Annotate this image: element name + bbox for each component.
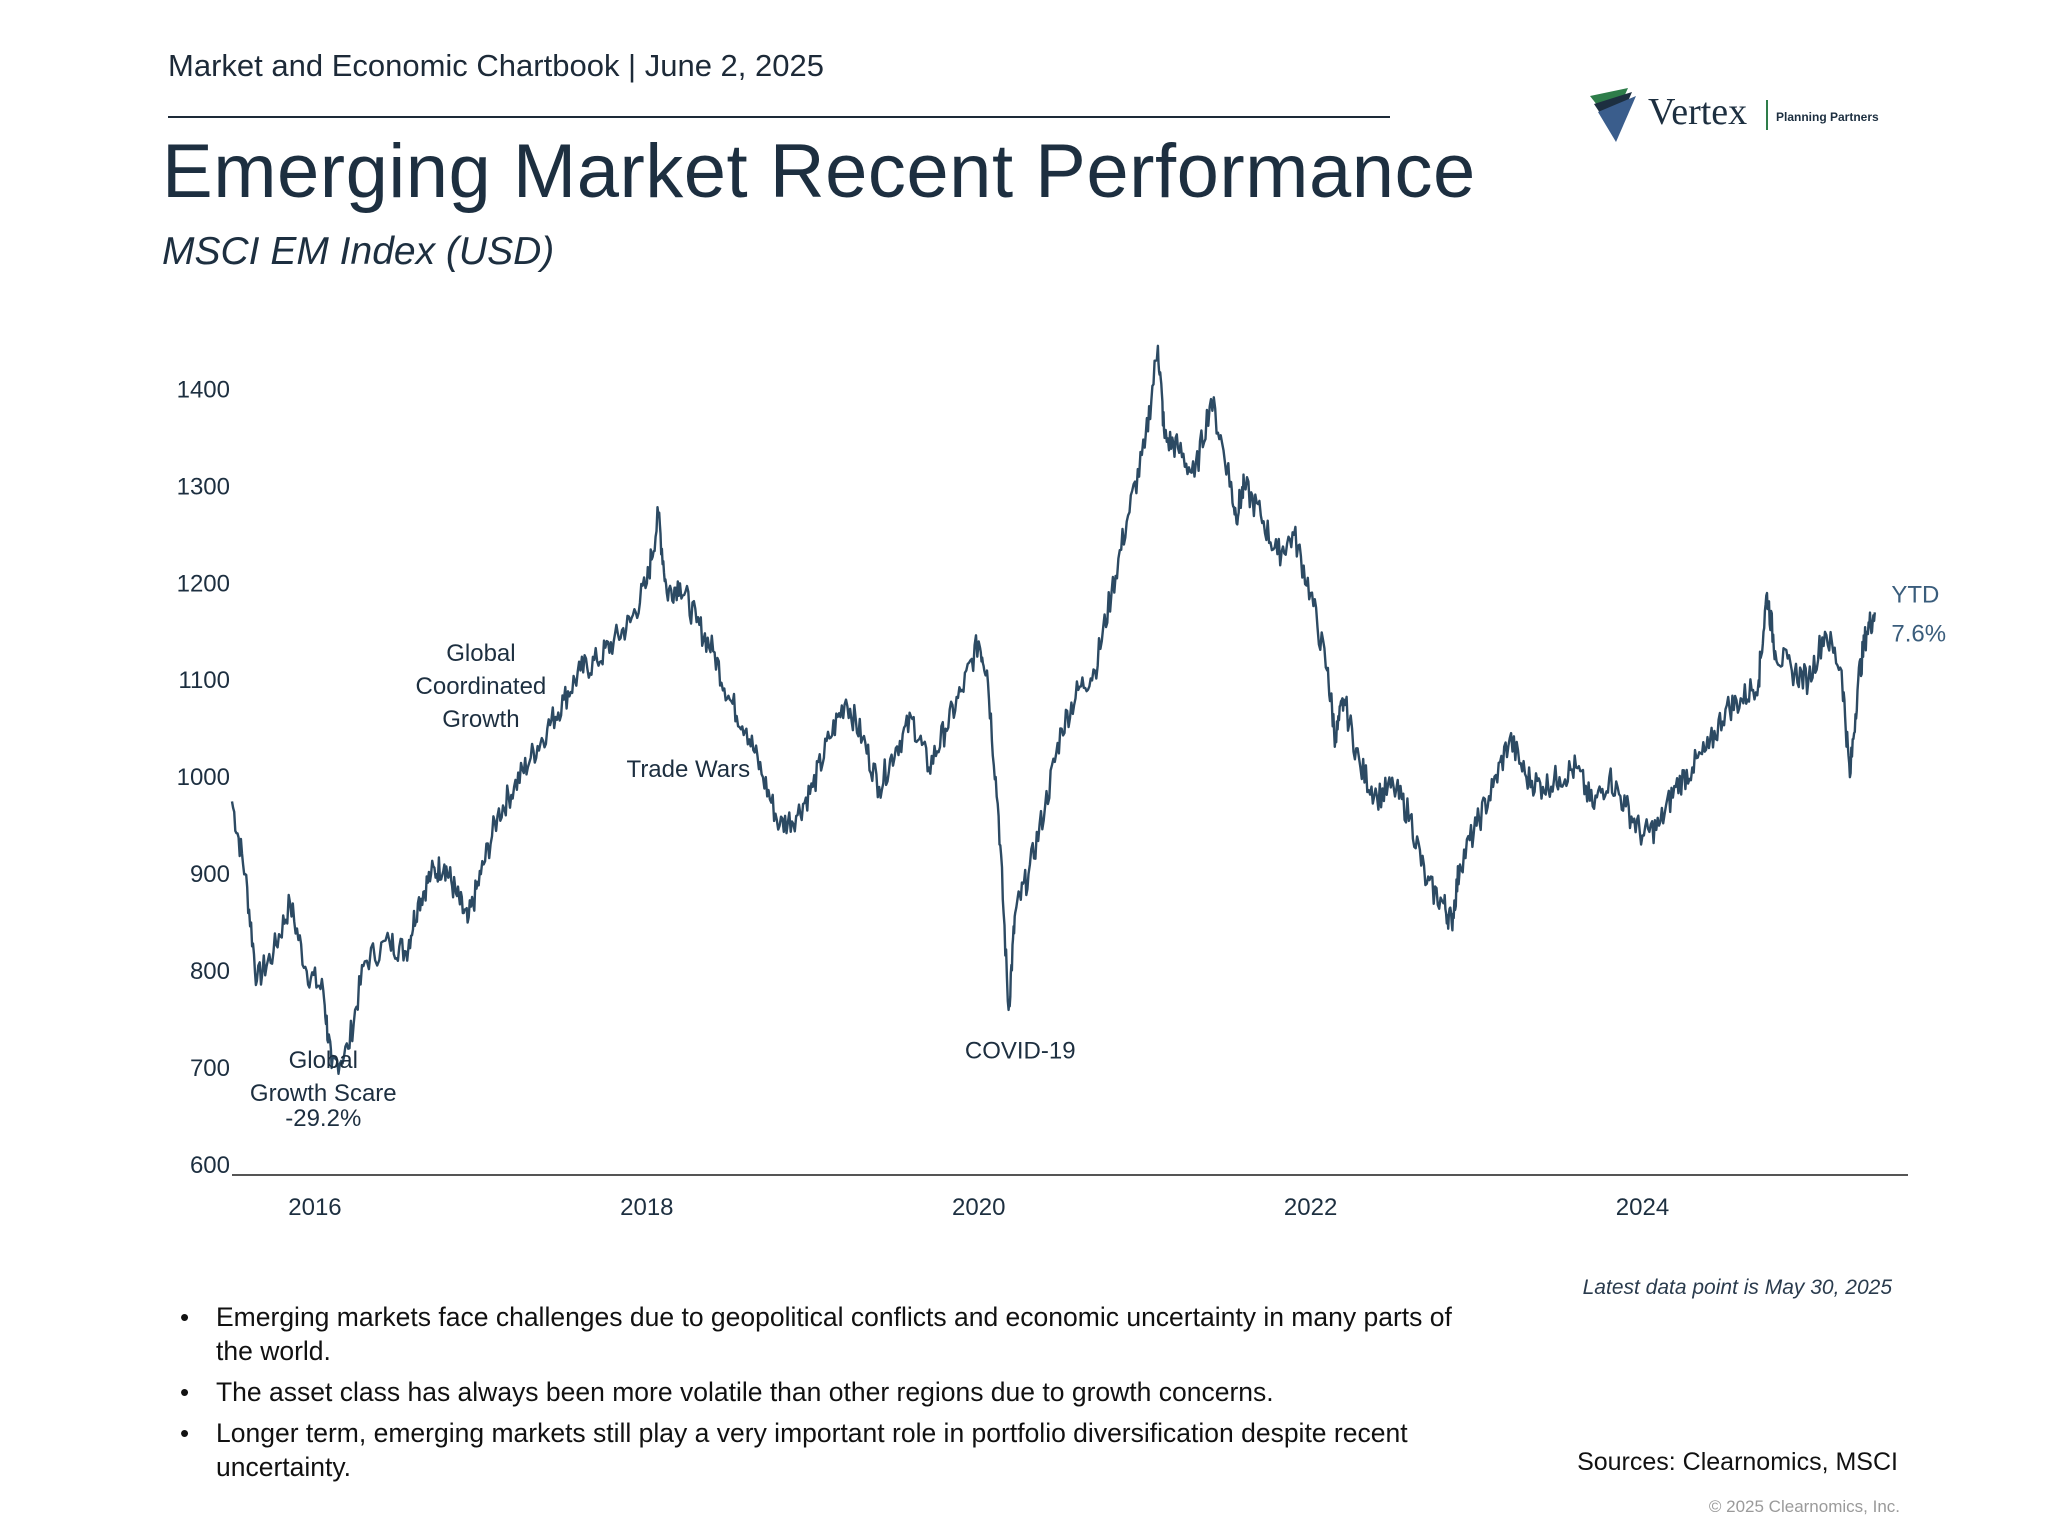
logo-wordmark: Vertex [1648, 91, 1748, 133]
annotation-layer: Global Growth Scare-29.2% Global Coordinate… [250, 582, 1946, 1133]
y-tick-label: 600 [190, 1152, 230, 1179]
key-point: • Emerging markets face challenges due to… [176, 1300, 1466, 1368]
key-point-text: Emerging markets face challenges due to … [216, 1302, 1452, 1366]
y-tick-label: 1200 [177, 570, 230, 597]
page-title: Emerging Market Recent Performance [162, 129, 1476, 214]
bullet-icon: • [180, 1418, 190, 1448]
chart-annotation: -29.2% [285, 1105, 361, 1132]
copyright: © 2025 Clearnomics, Inc. [1708, 1497, 1900, 1516]
y-tick-label: 900 [190, 861, 230, 888]
key-point-text: Longer term, emerging markets still play… [216, 1418, 1408, 1482]
y-tick-label: 800 [190, 958, 230, 985]
key-point-text: The asset class has always been more vol… [216, 1377, 1274, 1407]
header-divider [168, 116, 1390, 118]
chevron-stripes-icon [1590, 88, 1636, 142]
key-points-list: • Emerging markets face challenges due to… [176, 1300, 1466, 1491]
y-axis: 600 700 800 900 1000 1100 1200 1300 1400 [177, 376, 230, 1179]
logo-separator [1766, 100, 1768, 130]
x-tick-label: 2022 [1284, 1194, 1337, 1221]
key-point: • The asset class has always been more vo… [176, 1375, 1466, 1409]
bullet-icon: • [180, 1377, 190, 1407]
latest-data-note: Latest data point is May 30, 2025 [1582, 1276, 1892, 1299]
y-tick-label: 1100 [178, 667, 230, 694]
x-tick-label: 2016 [288, 1194, 341, 1221]
vertex-logo: Vertex Planning Partners [1586, 78, 1896, 148]
chart-annotation: Trade Wars [627, 756, 751, 783]
sources-note: Sources: Clearnomics, MSCI [1577, 1448, 1898, 1476]
x-tick-label: 2024 [1616, 1194, 1669, 1221]
y-tick-label: 1000 [177, 764, 230, 791]
logo-tagline: Planning Partners [1776, 110, 1879, 124]
chart-annotation: Global Growth Scare [250, 1047, 397, 1107]
chart-annotation: Global Coordinated Growth [416, 640, 547, 733]
series-line [230, 344, 1876, 1075]
chart-subtitle: MSCI EM Index (USD) [162, 230, 555, 273]
chart-annotation: 7.6% [1891, 620, 1946, 647]
x-tick-label: 2020 [952, 1194, 1005, 1221]
bullet-icon: • [180, 1302, 190, 1332]
key-point: • Longer term, emerging markets still pla… [176, 1416, 1466, 1484]
x-tick-label: 2018 [620, 1194, 673, 1221]
series-layer [230, 344, 1876, 1075]
y-tick-label: 1300 [177, 473, 230, 500]
x-axis: 2016 2018 2020 2022 2024 [288, 1194, 1669, 1221]
y-tick-label: 1400 [177, 376, 230, 403]
chartbook-header: Market and Economic Chartbook | June 2, … [168, 48, 824, 83]
chart-annotation: YTD [1891, 582, 1939, 609]
chart-annotation: COVID-19 [965, 1037, 1076, 1064]
y-tick-label: 700 [190, 1055, 230, 1082]
